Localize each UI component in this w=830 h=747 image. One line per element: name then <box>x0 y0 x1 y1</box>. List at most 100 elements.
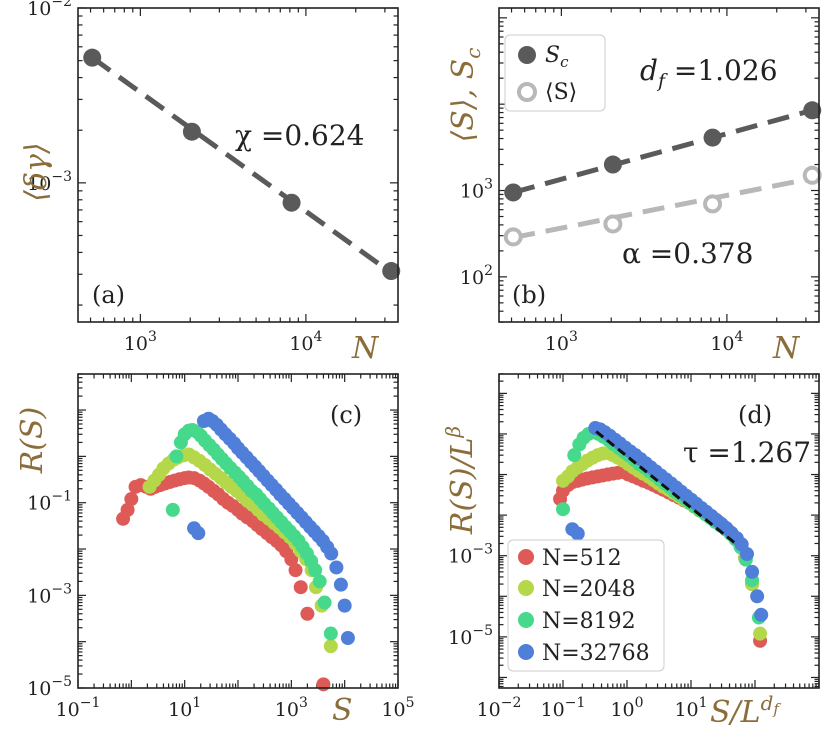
d-legend-label-512: N=512 <box>542 546 622 571</box>
d-panel-label: (d) <box>738 401 772 429</box>
c-x-tick-label: 103 <box>275 695 308 721</box>
d-legend-label-2048: N=2048 <box>542 577 636 602</box>
d-legend-label-32768: N=32768 <box>542 641 650 666</box>
b-x-axis-label: N <box>772 331 801 366</box>
c-x-tick-label: 105 <box>381 695 414 721</box>
c-data-point <box>169 449 184 464</box>
c-data-point <box>337 598 352 613</box>
panel-a: 103 104 10−2 10−3 ⟨δγ⟩ N χ =0.624 (a) <box>19 0 401 366</box>
b-y-tick-label: 102 <box>460 263 493 289</box>
a-x-tick-label: 103 <box>124 329 157 355</box>
b-legend-marker-sc <box>518 46 536 64</box>
b-legend: Sc ⟨S⟩ <box>504 34 606 112</box>
a-series-- <box>83 48 401 281</box>
b-series-sc <box>504 101 822 202</box>
a-y-axis-label: ⟨δγ⟩ <box>19 142 54 201</box>
d-legend-label-8192: N=8192 <box>542 609 636 634</box>
b-legend-label-mean-s: ⟨S⟩ <box>545 80 577 105</box>
a-panel-label: (a) <box>92 281 125 309</box>
b-data-point <box>603 214 623 234</box>
d-legend-marker-2048 <box>518 580 534 596</box>
panel-b: 103 104 102 103 ⟨S⟩, Sc N df =1.026 α =0.37… <box>446 7 822 366</box>
d-y-axis-label: R(S)/Lβ <box>441 426 480 535</box>
c-data-point <box>324 546 339 561</box>
a-x-axis-label: N <box>351 331 380 366</box>
c-data-point <box>308 563 323 578</box>
b-data-point <box>703 128 722 147</box>
d-legend: N=512 N=2048 N=8192 N=32768 <box>507 539 665 672</box>
b-y-tick-label: 103 <box>460 177 493 203</box>
c-data-point <box>300 606 315 621</box>
c-data-point <box>312 574 327 589</box>
c-data-point <box>124 492 139 507</box>
b-x-tick-label: 104 <box>710 329 743 355</box>
b-data-point <box>503 227 523 247</box>
c-x-tick-label: 10−1 <box>56 695 101 721</box>
a-data-point <box>382 262 401 281</box>
c-data-point <box>316 677 331 692</box>
d-series-n-32768 <box>565 421 769 622</box>
c-data-point <box>317 595 332 610</box>
d-power-law-fit <box>595 430 737 545</box>
d-legend-marker-512 <box>518 549 534 565</box>
c-data-point <box>323 639 338 654</box>
c-y-tick-label: 10−3 <box>27 581 72 607</box>
b-annotation-alpha: α =0.378 <box>622 237 753 270</box>
c-panel-label: (c) <box>330 401 362 429</box>
b-annotation-df: df =1.026 <box>640 54 778 92</box>
d-x-tick-label: 10−2 <box>477 695 522 721</box>
d-y-tick-label: 10−5 <box>448 623 493 649</box>
c-data-point <box>288 563 303 578</box>
a-y-tick-label: 10−3 <box>27 169 72 195</box>
panel-d: 10−2 10−1 100 101 10−3 10−5 R(S)/Lβ S/Ldf τ =… <box>441 373 820 730</box>
b-data-point <box>802 165 822 185</box>
a-data-point <box>182 122 201 141</box>
d-annotation-tau: τ =1.267 <box>683 436 811 469</box>
a-axes-frame <box>77 7 399 323</box>
c-data-point <box>329 560 344 575</box>
c-data-point <box>165 502 180 517</box>
d-data-point <box>570 526 585 541</box>
d-data-point <box>567 448 582 463</box>
b-legend-label-sc: Sc <box>545 43 569 71</box>
d-x-axis-label: S/Ldf <box>710 691 781 730</box>
c-data-point <box>284 552 299 567</box>
a-fit-line-0 <box>90 55 393 275</box>
b-fit-line-1 <box>512 175 813 241</box>
c-series-n-32768 <box>187 411 355 646</box>
a-y-tick-label: 10−2 <box>27 0 72 20</box>
b-data-point <box>703 194 723 214</box>
b-axes-frame <box>498 7 820 323</box>
c-data-point <box>120 502 135 517</box>
d-plot-area: 10−2 10−1 100 101 10−3 10−5 <box>448 373 820 721</box>
d-data-point <box>556 502 570 517</box>
c-y-tick-label: 10−1 <box>27 489 72 515</box>
b-data-point <box>803 101 822 120</box>
panel-c: 10−1 101 103 105 10−1 10−3 10−5 R(S) S (c) <box>15 373 415 728</box>
c-data-point <box>333 577 348 592</box>
c-x-tick-label: 101 <box>168 695 201 721</box>
a-data-point <box>83 48 102 67</box>
c-y-tick-label: 10−5 <box>27 674 72 700</box>
b-panel-label: (b) <box>512 281 546 309</box>
b-legend-marker-mean-s <box>517 82 537 102</box>
d-x-tick-label: 101 <box>674 695 707 721</box>
c-series-n-8192 <box>165 423 338 641</box>
d-data-point <box>740 547 755 562</box>
a-plot-area: 103 104 10−2 10−3 <box>27 0 401 355</box>
c-plot-area: 10−1 101 103 105 10−1 10−3 10−5 <box>27 373 415 721</box>
a-annotation-chi: χ =0.624 <box>235 119 365 152</box>
b-y-axis-label: ⟨S⟩, Sc <box>446 48 485 143</box>
d-x-tick-label: 100 <box>610 695 643 721</box>
d-legend-marker-32768 <box>518 644 534 660</box>
d-data-point <box>745 564 760 579</box>
b-x-tick-label: 103 <box>545 329 578 355</box>
c-data-point <box>323 626 338 641</box>
b-plot-area: 103 104 102 103 <box>460 7 822 355</box>
d-data-point <box>753 626 768 641</box>
c-data-point <box>340 631 355 646</box>
d-data-point <box>754 607 769 622</box>
d-legend-marker-8192 <box>518 612 534 628</box>
b-fit-line-0 <box>512 107 813 195</box>
